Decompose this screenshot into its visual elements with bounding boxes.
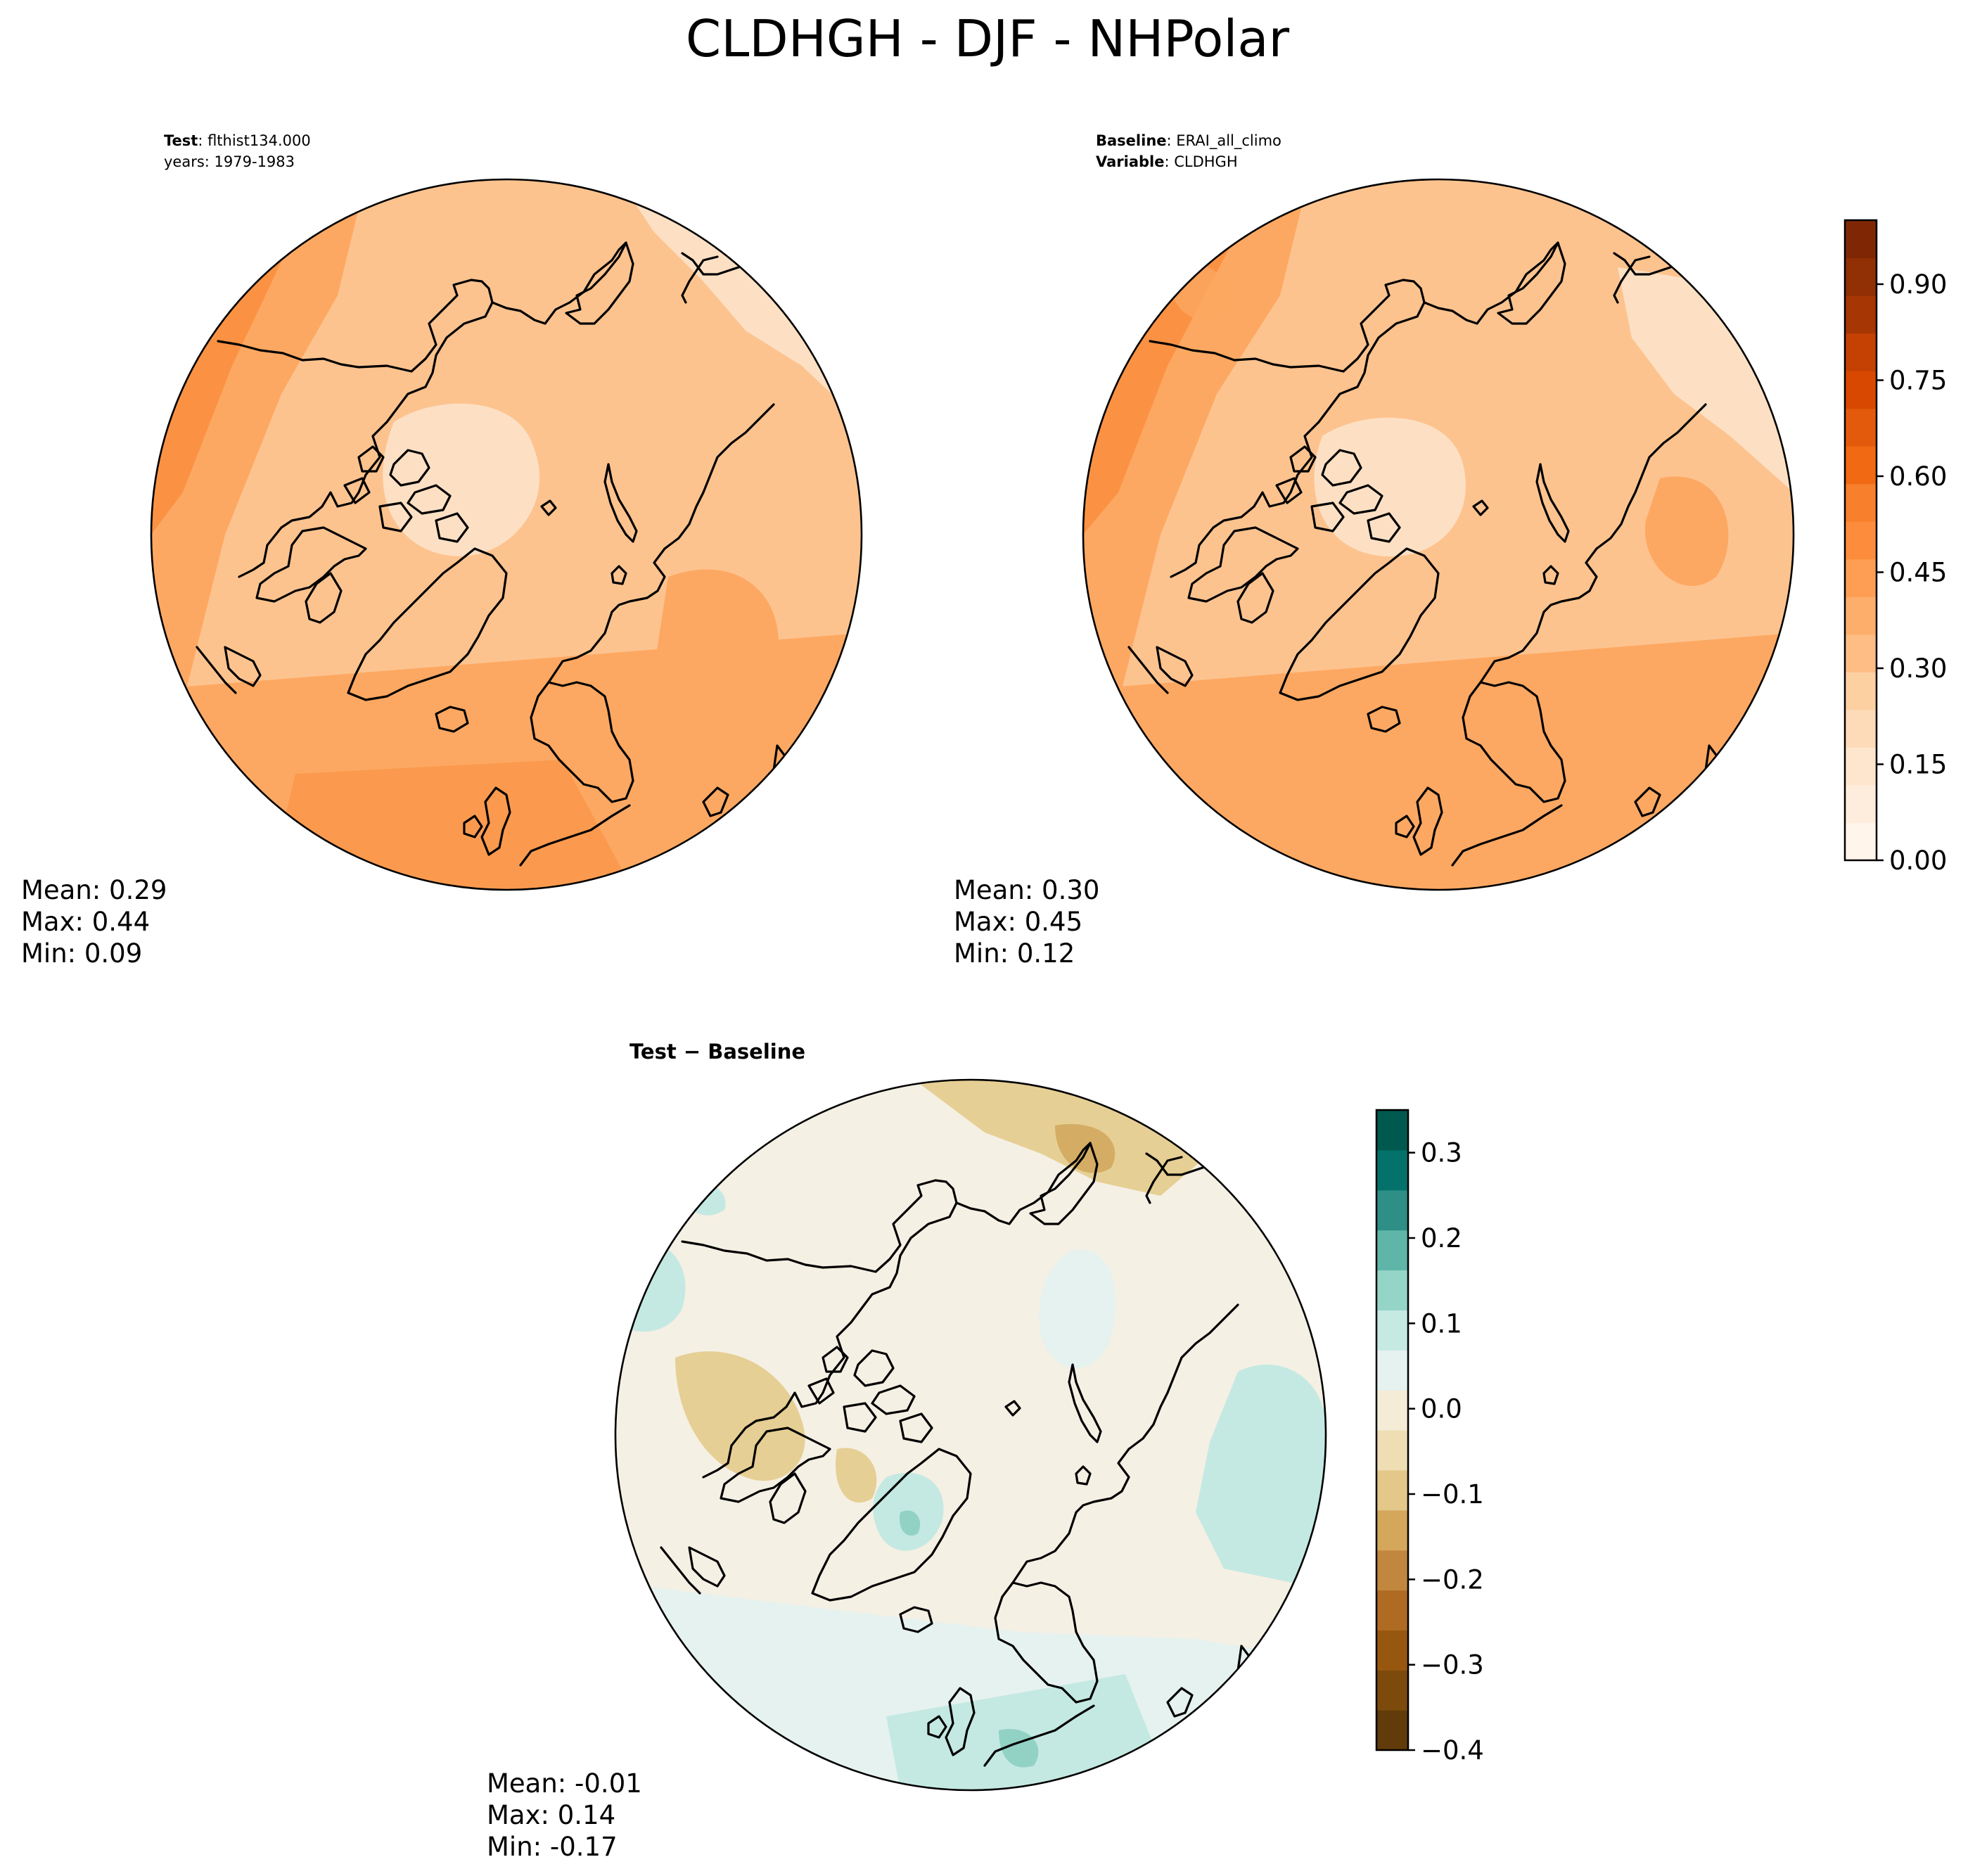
difference-colorbar-tick-label: −0.2 xyxy=(1421,1564,1484,1595)
difference-colorbar-tick-label: 0.1 xyxy=(1421,1308,1462,1339)
baseline-label-key: Baseline xyxy=(1096,132,1167,149)
main-colorbar-band xyxy=(1845,822,1877,861)
baseline-variable-key: Variable xyxy=(1096,153,1164,170)
test-panel: Test: flthist134.000 years: 1979-1983 xyxy=(21,132,863,969)
difference-map xyxy=(614,1078,1327,1792)
test-map xyxy=(150,178,863,891)
baseline-panel: Baseline: ERAI_all_climo Variable: CLDHG… xyxy=(954,132,1795,969)
main-colorbar-band xyxy=(1845,408,1877,447)
test-min: Min: 0.09 xyxy=(21,938,142,969)
difference-colorbar-ticks: −0.4 −0.3 −0.2 −0.1 0.0 0.1 0.2 0.3 xyxy=(1408,1138,1484,1766)
main-colorbar-band xyxy=(1845,521,1877,560)
difference-colorbar-band xyxy=(1376,1390,1408,1431)
difference-colorbar-band xyxy=(1376,1550,1408,1591)
difference-max: Max: 0.14 xyxy=(487,1800,615,1830)
difference-colorbar-tick-label: −0.1 xyxy=(1421,1479,1484,1510)
baseline-max: Max: 0.45 xyxy=(954,907,1082,937)
main-colorbar: 0.00 0.15 0.30 0.45 0.60 0.75 0.90 xyxy=(1843,219,1947,876)
difference-colorbar-tick-label: 0.2 xyxy=(1421,1223,1462,1253)
difference-mean: Mean: -0.01 xyxy=(487,1768,642,1799)
difference-min: Min: -0.17 xyxy=(487,1832,618,1862)
main-colorbar-band xyxy=(1845,333,1877,371)
main-colorbar-tick-label: 0.75 xyxy=(1889,366,1947,396)
baseline-variable-value: : CLDHGH xyxy=(1164,153,1237,170)
difference-colorbar: −0.4 −0.3 −0.2 −0.1 0.0 0.1 0.2 0.3 xyxy=(1375,1109,1484,1766)
main-colorbar-tick-label: 0.15 xyxy=(1889,750,1947,780)
difference-colorbar-band xyxy=(1376,1110,1408,1151)
figure-title: CLDHGH - DJF - NHPolar xyxy=(686,9,1290,68)
test-label-key: Test xyxy=(164,132,198,149)
baseline-label-value: : ERAI_all_climo xyxy=(1167,132,1281,150)
main-colorbar-tick-label: 0.60 xyxy=(1889,461,1947,492)
difference-panel: Test − Baseline xyxy=(487,1040,1327,1862)
difference-colorbar-tick-label: −0.3 xyxy=(1421,1650,1484,1680)
main-colorbar-bands xyxy=(1845,220,1877,861)
difference-title: Test − Baseline xyxy=(629,1040,805,1064)
baseline-min: Min: 0.12 xyxy=(954,938,1075,969)
difference-colorbar-band xyxy=(1376,1590,1408,1631)
main-colorbar-tick-label: 0.45 xyxy=(1889,558,1947,588)
difference-colorbar-band xyxy=(1376,1510,1408,1551)
main-colorbar-band xyxy=(1845,672,1877,710)
test-label-value: : flthist134.000 xyxy=(198,132,310,149)
difference-colorbar-bands xyxy=(1376,1110,1408,1751)
baseline-map xyxy=(1082,178,1795,891)
main-colorbar-band xyxy=(1845,446,1877,485)
difference-colorbar-band xyxy=(1376,1230,1408,1271)
difference-colorbar-frame xyxy=(1375,1109,1410,1751)
difference-colorbar-band xyxy=(1376,1469,1408,1511)
main-colorbar-band xyxy=(1845,596,1877,635)
difference-colorbar-band xyxy=(1376,1670,1408,1711)
main-colorbar-tick-label: 0.30 xyxy=(1889,653,1947,684)
difference-map-boundary xyxy=(614,1078,1327,1792)
main-colorbar-band xyxy=(1845,634,1877,672)
difference-colorbar-band xyxy=(1376,1149,1408,1191)
main-colorbar-band xyxy=(1845,709,1877,748)
main-colorbar-band xyxy=(1845,295,1877,334)
difference-colorbar-band xyxy=(1376,1710,1408,1751)
svg-text:Variable: CLDHGH: Variable: CLDHGH xyxy=(1096,153,1238,170)
main-colorbar-tick-label: 0.00 xyxy=(1889,846,1947,876)
test-years: years: 1979-1983 xyxy=(164,153,295,170)
main-colorbar-band xyxy=(1845,483,1877,522)
main-colorbar-ticks: 0.00 0.15 0.30 0.45 0.60 0.75 0.90 xyxy=(1877,269,1947,876)
difference-colorbar-band xyxy=(1376,1310,1408,1351)
difference-colorbar-tick-label: 0.0 xyxy=(1421,1394,1462,1424)
difference-colorbar-band xyxy=(1376,1189,1408,1231)
svg-text:Test: flthist134.000: Test: flthist134.000 xyxy=(164,132,311,149)
main-colorbar-band xyxy=(1845,747,1877,786)
main-colorbar-band xyxy=(1845,257,1877,296)
main-colorbar-band xyxy=(1845,559,1877,597)
main-colorbar-band xyxy=(1845,371,1877,409)
main-colorbar-band xyxy=(1845,784,1877,824)
baseline-mean: Mean: 0.30 xyxy=(954,875,1099,905)
difference-colorbar-tick-label: −0.4 xyxy=(1421,1735,1484,1766)
test-map-boundary xyxy=(150,178,863,891)
difference-colorbar-band xyxy=(1376,1350,1408,1391)
main-colorbar-frame xyxy=(1843,219,1878,862)
main-colorbar-band xyxy=(1845,220,1877,259)
difference-colorbar-band xyxy=(1376,1270,1408,1310)
test-max: Max: 0.44 xyxy=(21,907,150,937)
difference-colorbar-band xyxy=(1376,1430,1408,1471)
difference-colorbar-band xyxy=(1376,1630,1408,1671)
test-mean: Mean: 0.29 xyxy=(21,875,167,905)
main-colorbar-tick-label: 0.90 xyxy=(1889,269,1947,300)
svg-text:Baseline: ERAI_all_climo: Baseline: ERAI_all_climo xyxy=(1096,132,1281,150)
difference-colorbar-tick-label: 0.3 xyxy=(1421,1138,1462,1168)
baseline-map-boundary xyxy=(1082,178,1795,891)
